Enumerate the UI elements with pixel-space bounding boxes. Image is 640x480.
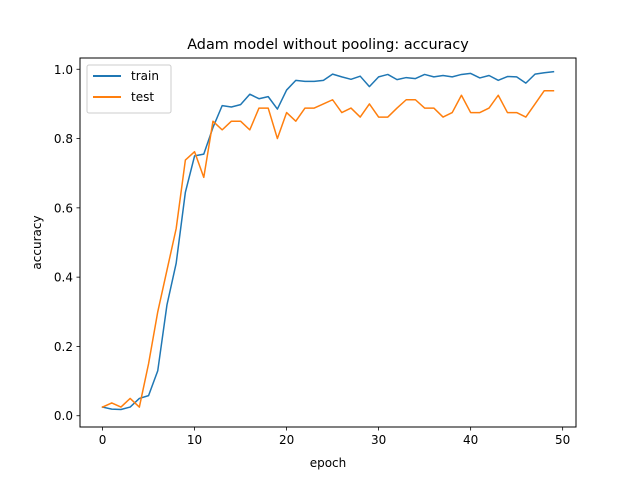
x-tick-label: 20: [279, 433, 294, 447]
y-axis-label: accuracy: [30, 215, 44, 269]
y-tick-label: 0.8: [54, 132, 73, 146]
series-layer: [101, 70, 555, 411]
x-tick-label: 40: [463, 433, 478, 447]
y-tick-label: 0.6: [54, 201, 73, 215]
y-tick-label: 0.2: [54, 340, 73, 354]
x-tick-label: 30: [371, 433, 386, 447]
legend: train test: [86, 64, 172, 114]
plot-frame: [79, 57, 577, 428]
y-axis-ticks: 0.0 0.2 0.4 0.6 0.8 1.0: [54, 63, 80, 423]
legend-label-train: train: [131, 69, 159, 83]
y-tick-label: 1.0: [54, 63, 73, 77]
series-line-train: [101, 70, 555, 411]
series-line-test: [101, 89, 555, 409]
x-axis-ticks: 0 10 20 30 40 50: [99, 427, 570, 447]
legend-label-test: test: [131, 90, 154, 104]
y-tick-label: 0.0: [54, 409, 73, 423]
x-tick-label: 50: [555, 433, 570, 447]
y-tick-label: 0.4: [54, 271, 73, 285]
x-tick-label: 0: [99, 433, 107, 447]
chart-title: Adam model without pooling: accuracy: [187, 37, 469, 53]
x-axis-label: epoch: [310, 456, 347, 470]
x-tick-label: 10: [187, 433, 202, 447]
